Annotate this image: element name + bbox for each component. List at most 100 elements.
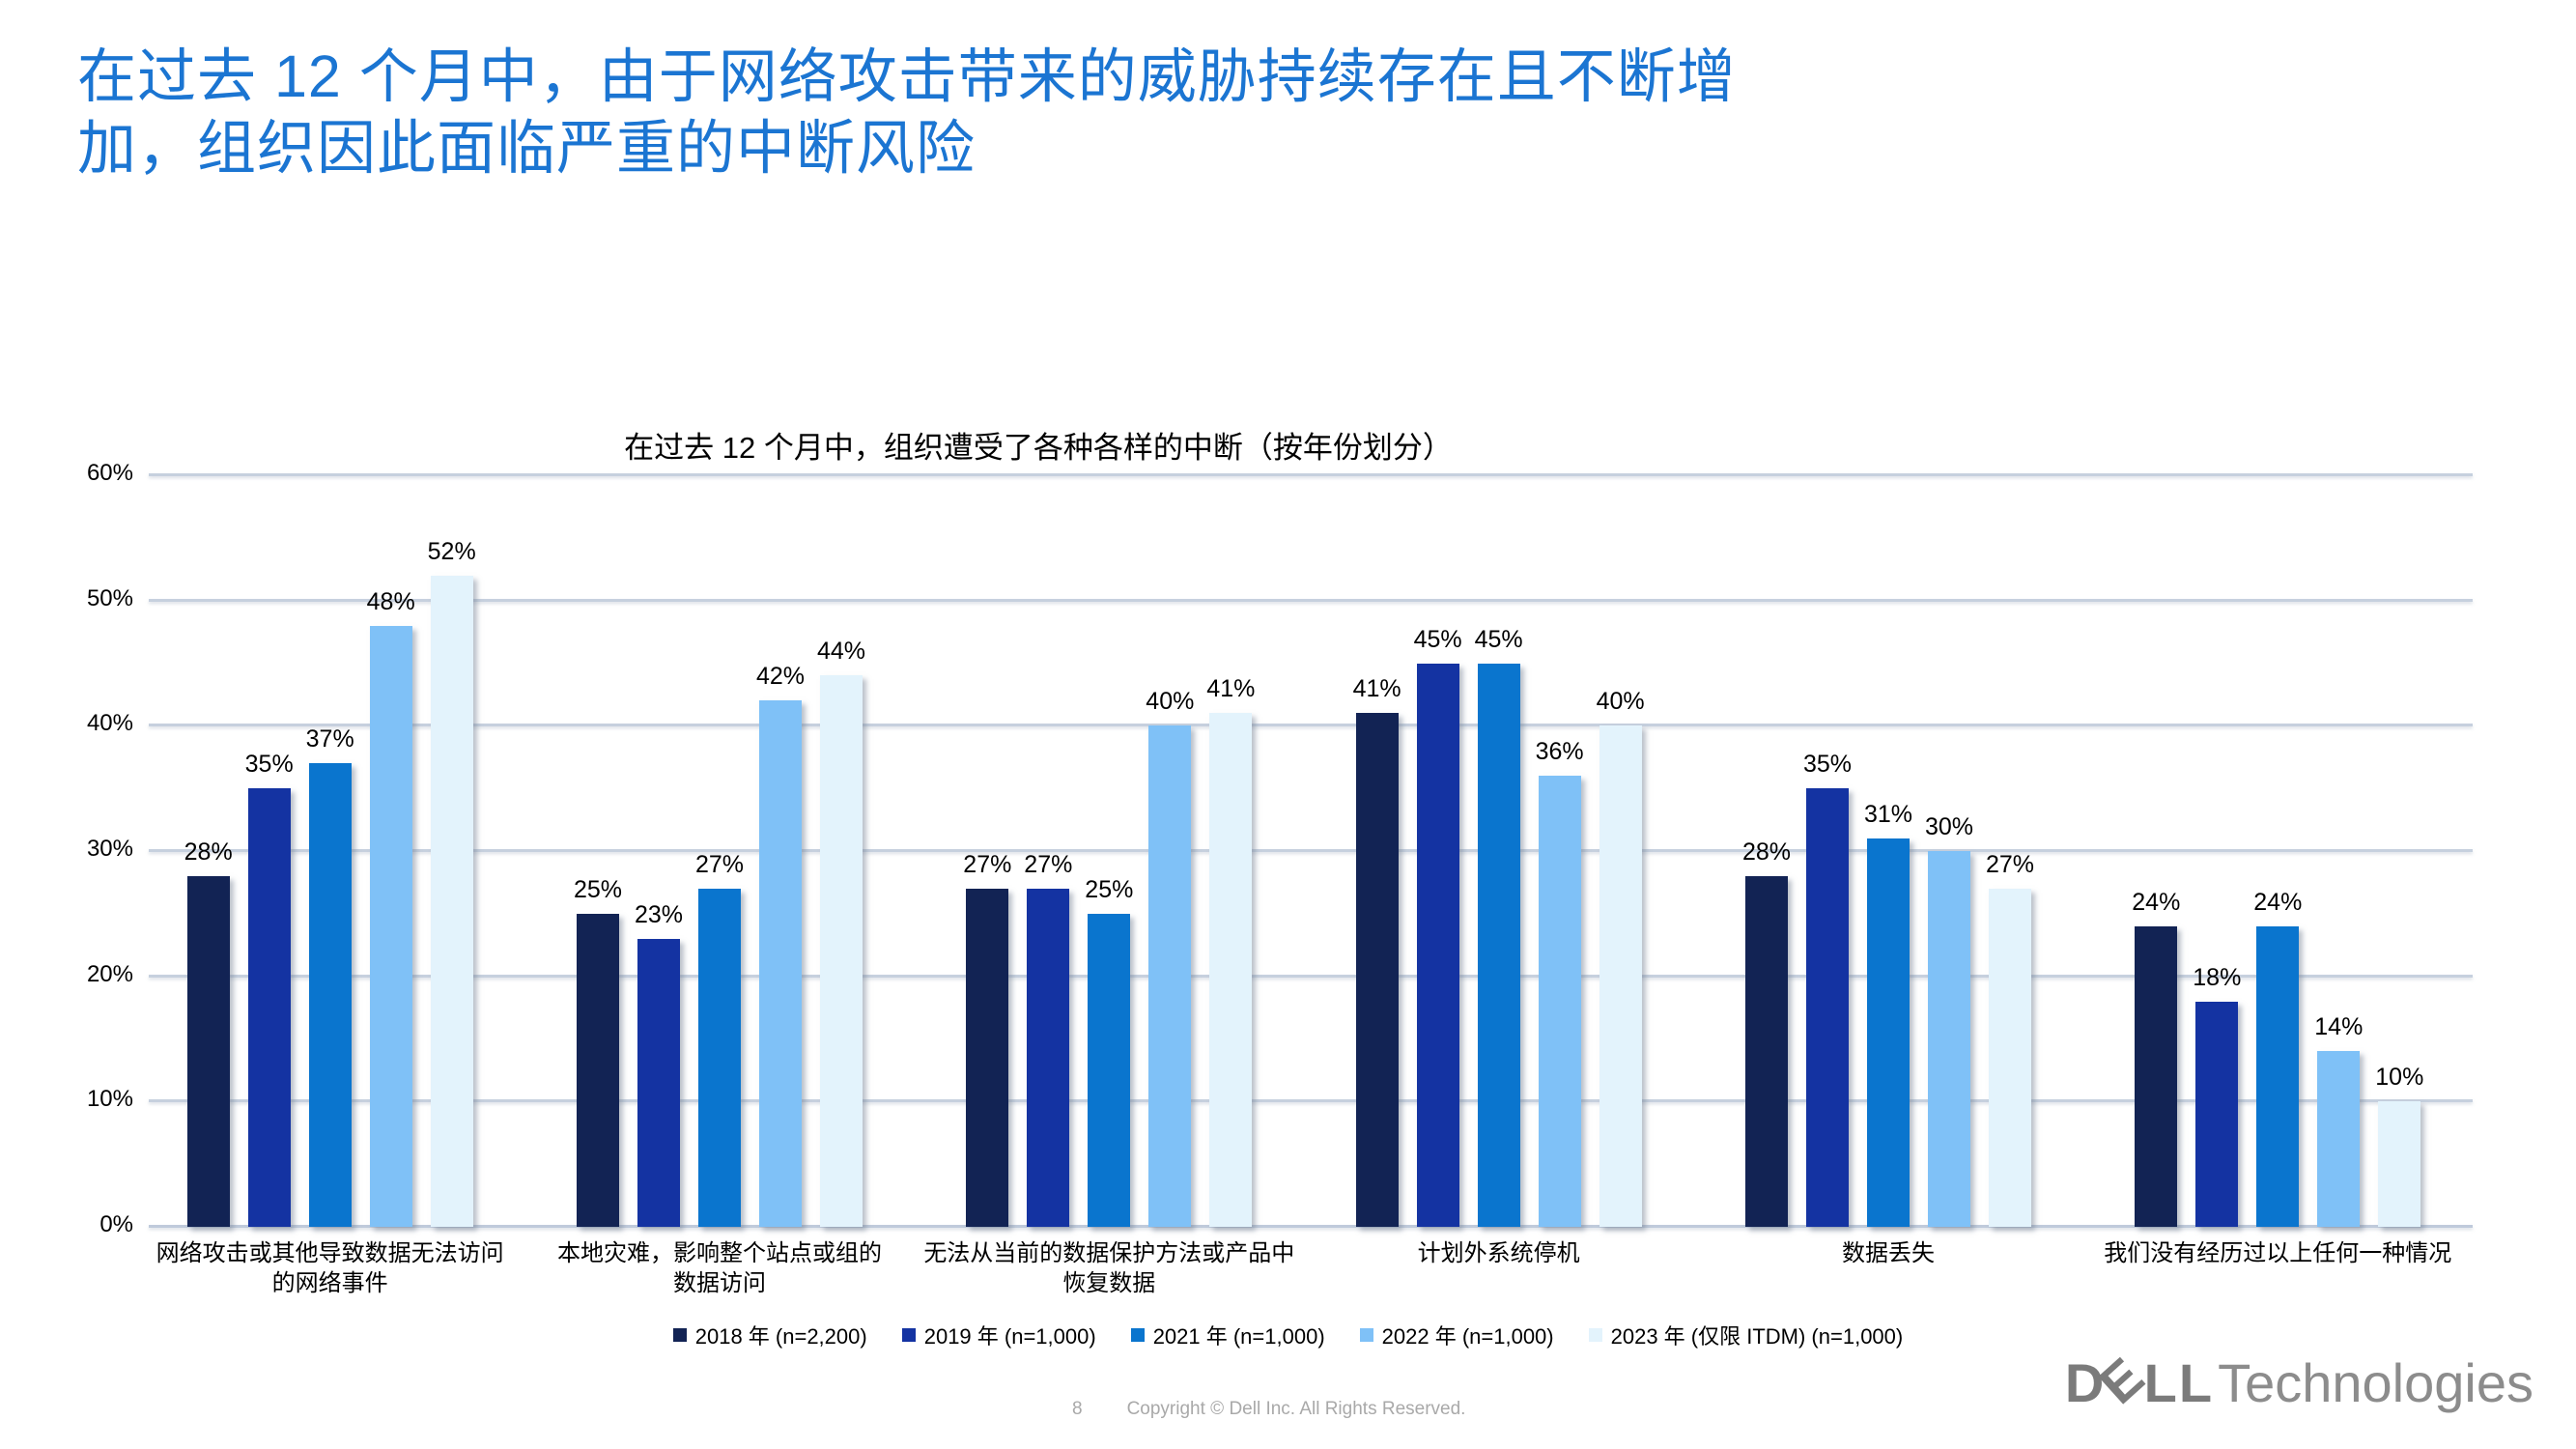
category-group-2: 25% 23% 27% 42% 44% 本地灾难，影响整个站点或组的 数据访问 [524, 475, 914, 1296]
bar-value-label: 41% [1206, 675, 1256, 703]
bar-2023-cat6: 10% [2375, 475, 2424, 1227]
bar-fill [697, 888, 741, 1227]
bar-2021-cat5: 31% [1864, 475, 1912, 1227]
bar-fill [1209, 713, 1253, 1227]
bars: 41% 45% 45% 36% 40% [1304, 475, 1693, 1227]
legend-item: 2018 年 (n=2,200) [672, 1320, 867, 1350]
bar-2018-cat3: 27% [963, 475, 1011, 1227]
y-tick-label-50: 50% [86, 584, 133, 611]
bar-fill [2378, 1101, 2421, 1227]
legend-item: 2019 年 (n=1,000) [901, 1320, 1096, 1350]
bar-2022-cat6: 14% [2314, 475, 2364, 1227]
legend-item: 2022 年 (n=1,000) [1359, 1320, 1554, 1350]
bars: 28% 35% 31% 30% 27% [1693, 475, 2082, 1227]
bar-value-label: 48% [366, 587, 415, 615]
bar-2022-cat3: 40% [1146, 475, 1195, 1227]
bar-fill [966, 888, 1009, 1227]
bar-2019-cat1: 35% [244, 475, 294, 1227]
bar-2021-cat3: 25% [1085, 475, 1134, 1227]
bar-2021-cat4: 45% [1474, 475, 1523, 1227]
bar-value-label: 35% [1802, 751, 1852, 779]
bar-2022-cat5: 30% [1924, 475, 1973, 1227]
page-number: 8 [1072, 1399, 1083, 1419]
bar-value-label: 36% [1535, 738, 1584, 766]
bar-value-label: 45% [1474, 625, 1523, 653]
legend-item: 2021 年 (n=1,000) [1130, 1320, 1325, 1350]
gridline-50 [149, 598, 2473, 602]
legend-label: 2019 年 (n=1,000) [923, 1324, 1096, 1349]
bar-fill [1988, 888, 2031, 1227]
category-label: 本地灾难，影响整个站点或组的 数据访问 [556, 1240, 882, 1297]
slide-title: 在过去 12 个月中，由于网络攻击带来的威胁持续存在且不断增 加，组织因此面临严… [77, 43, 1737, 182]
bar-value-label: 24% [2253, 888, 2303, 916]
y-tick-label-0: 0% [99, 1211, 133, 1237]
y-tick-label-40: 40% [86, 710, 133, 737]
y-tick-label-10: 10% [86, 1086, 133, 1113]
gridline-30 [149, 849, 2473, 852]
y-tick-label-60: 60% [86, 460, 133, 486]
bar-fill [430, 575, 473, 1227]
bar-fill [2195, 1001, 2239, 1227]
bar-fill [819, 675, 863, 1227]
bar-value-label: 10% [2375, 1064, 2424, 1092]
bar-value-label: 42% [755, 663, 806, 691]
gridline-40 [149, 724, 2473, 727]
chart-legend: 2018 年 (n=2,200) 2019 年 (n=1,000) 2021 年 (… [0, 1320, 2576, 1350]
bar-fill [1416, 663, 1459, 1227]
bar-fill [1088, 913, 1131, 1227]
category-group-6: 24% 18% 24% 14% 10% 我们没有经历过以上任何一种情况 [2083, 475, 2473, 1266]
category-group-3: 27% 27% 25% 40% 41% 无法从当前的数据保护方法或产品中 恢复数据 [915, 475, 1304, 1296]
bar-2022-cat4: 36% [1535, 475, 1584, 1227]
bar-2018-cat1: 28% [184, 475, 233, 1227]
legend-label: 2023 年 (仅限 ITDM) (n=1,000) [1610, 1324, 1904, 1349]
bar-fill [308, 763, 352, 1227]
bar-2018-cat4: 41% [1352, 475, 1401, 1227]
bars: 27% 27% 25% 40% 41% [915, 475, 1304, 1227]
bar-2019-cat6: 18% [2193, 475, 2242, 1227]
bar-value-label: 23% [634, 900, 684, 928]
bar-value-label: 14% [2314, 1013, 2364, 1041]
bar-2019-cat3: 27% [1024, 475, 1072, 1227]
bar-fill [1148, 725, 1192, 1227]
y-tick-label-30: 30% [86, 836, 133, 862]
bar-value-label: 40% [1596, 688, 1645, 716]
gridline-20 [149, 974, 2473, 978]
bar-2021-cat2: 27% [694, 475, 745, 1227]
bar-fill [1355, 713, 1399, 1227]
bar-2019-cat5: 35% [1802, 475, 1852, 1227]
legend-item: 2023 年 (仅限 ITDM) (n=1,000) [1588, 1320, 1904, 1350]
bar-value-label: 35% [244, 751, 294, 779]
bar-value-label: 30% [1924, 813, 1973, 840]
legend-swatch [1588, 1328, 1602, 1342]
bar-value-label: 45% [1413, 625, 1462, 653]
bar-fill [1599, 725, 1642, 1227]
bar-2018-cat5: 28% [1742, 475, 1791, 1227]
bar-2022-cat2: 42% [755, 475, 806, 1227]
legend-label: 2022 年 (n=1,000) [1381, 1324, 1554, 1349]
y-axis-labels: 0% 10% 20% 30% 40% 50% 60% [79, 460, 133, 1237]
category-label: 网络攻击或其他导致数据无法访问 的网络事件 [156, 1240, 504, 1297]
legend-swatch [1130, 1328, 1145, 1342]
gridline-60 [149, 473, 2473, 476]
bar-fill [2317, 1051, 2361, 1227]
bar-value-label: 27% [694, 850, 745, 878]
bar-value-label: 18% [2193, 963, 2242, 991]
bar-fill [576, 913, 619, 1227]
bar-value-label: 41% [1352, 675, 1401, 703]
bar-chart: 0% 10% 20% 30% 40% 50% 60% 28% 35% 37% 48% 52% 网络攻击… [79, 460, 2473, 1296]
bar-value-label: 40% [1146, 688, 1195, 716]
copyright-text: Copyright © Dell Inc. All Rights Reserve… [1126, 1399, 1466, 1419]
chart-title: 在过去 12 个月中，组织遭受了各种各样的中断（按年份划分） [624, 431, 1453, 465]
bars: 28% 35% 37% 48% 52% [135, 475, 524, 1227]
bar-value-label: 25% [1085, 875, 1134, 903]
bar-value-label: 25% [573, 875, 623, 903]
bar-fill [1477, 663, 1520, 1227]
bar-value-label: 44% [816, 638, 866, 666]
legend-label: 2021 年 (n=1,000) [1152, 1324, 1325, 1349]
bar-fill [2135, 925, 2178, 1227]
plot-area: 28% 35% 37% 48% 52% 网络攻击或其他导致数据无法访问 的网络事件 25% 2… [135, 473, 2473, 1296]
category-label: 数据丢失 [1841, 1240, 1935, 1266]
bar-fill [369, 625, 412, 1227]
